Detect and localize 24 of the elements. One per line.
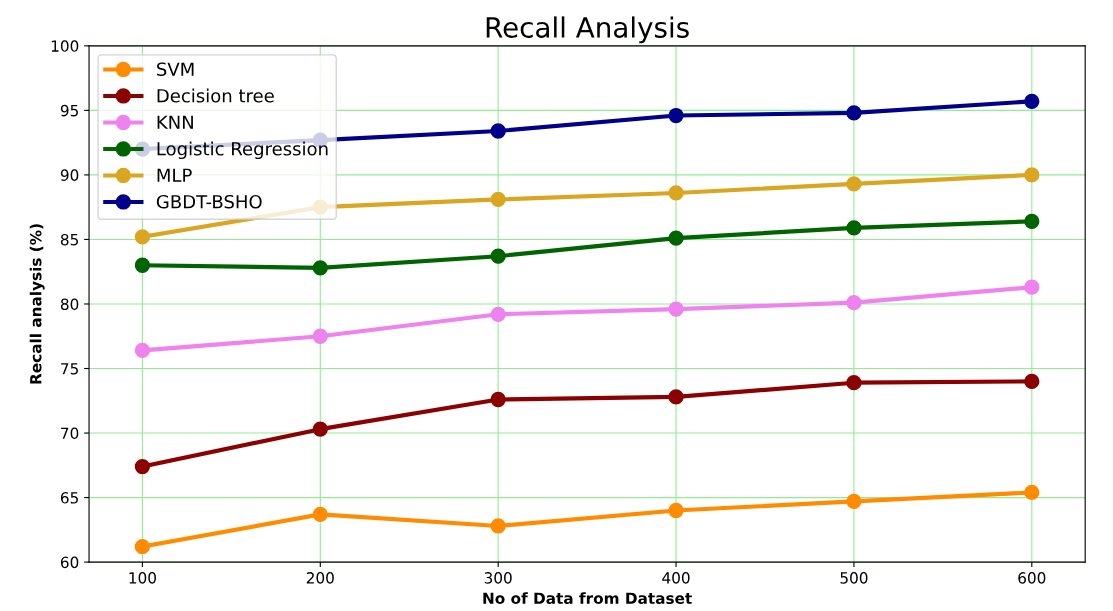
y-tick-label: 70 [61,427,79,440]
legend-label: Decision tree [157,88,274,103]
x-tick-label: 400 [662,572,690,584]
y-tick-label: 80 [60,298,79,310]
x-tick-label: 300 [484,572,512,584]
y-tick-label: 90 [60,169,79,181]
legend-label: MLP [157,168,192,182]
y-tick-label: 100 [51,40,79,52]
y-tick-label: 95 [60,104,78,117]
chart-title: Recall Analysis [486,16,689,44]
y-tick-label: 60 [60,556,79,569]
legend-label: GBDT-BSHO [156,194,262,209]
y-tick-label: 75 [61,363,78,375]
x-tick-label: 100 [129,572,156,584]
x-axis-title: No of Data from Dataset [483,592,692,605]
legend-label: KNN [157,115,193,129]
x-tick-label: 500 [840,572,868,584]
y-tick-label: 85 [60,233,78,246]
y-axis-title: Recall analysis (%) [29,224,45,384]
y-tick-label: 65 [60,492,78,504]
x-tick-label: 600 [1018,572,1046,584]
legend-label: Logistic Regression [157,141,328,160]
x-tick-label: 200 [306,572,334,584]
legend-label: SVM [157,62,194,77]
